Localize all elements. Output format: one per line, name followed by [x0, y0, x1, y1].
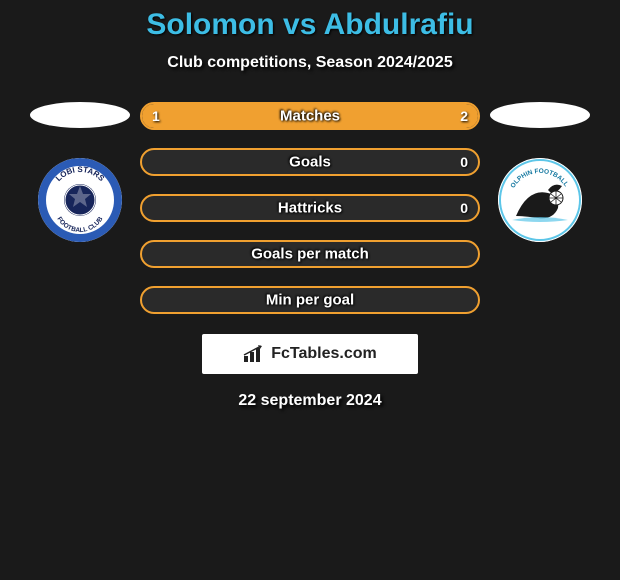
stat-value-right: 0 — [460, 154, 468, 170]
bar-chart-icon — [243, 345, 265, 363]
stat-row-goals-per-match: Goals per match — [140, 240, 480, 268]
page-title: Solomon vs Abdulrafiu — [0, 8, 620, 42]
stat-value-right: 0 — [460, 200, 468, 216]
stat-label: Goals per match — [251, 246, 369, 263]
branding-badge: FcTables.com — [202, 334, 418, 374]
stat-row-min-per-goal: Min per goal — [140, 286, 480, 314]
comparison-card: Solomon vs Abdulrafiu Club competitions,… — [0, 0, 620, 410]
stat-label: Hattricks — [278, 200, 342, 217]
stat-value-right: 2 — [460, 108, 468, 124]
player-left-name-plate — [30, 102, 130, 128]
branding-text: FcTables.com — [271, 345, 377, 363]
stats-bars: 1 Matches 2 Goals 0 Hattricks 0 — [140, 102, 480, 314]
player-right-name-plate — [490, 102, 590, 128]
player-right-column: DOLPHIN FOOTBALL C — [490, 102, 590, 242]
team-logo-left: LOBI STARS FOOTBALL CLUB — [38, 158, 122, 242]
page-subtitle: Club competitions, Season 2024/2025 — [0, 54, 620, 72]
stat-row-hattricks: Hattricks 0 — [140, 194, 480, 222]
stat-row-goals: Goals 0 — [140, 148, 480, 176]
team-logo-right: DOLPHIN FOOTBALL C — [498, 158, 582, 242]
stat-label: Matches — [280, 108, 340, 125]
date-label: 22 september 2024 — [0, 392, 620, 410]
content-row: LOBI STARS FOOTBALL CLUB 1 Matches 2 — [0, 102, 620, 314]
lobi-stars-logo-icon: LOBI STARS FOOTBALL CLUB — [38, 158, 122, 242]
stat-label: Min per goal — [266, 292, 354, 309]
dolphin-fc-logo-icon: DOLPHIN FOOTBALL C — [498, 158, 582, 242]
stat-label: Goals — [289, 154, 331, 171]
stat-value-left: 1 — [152, 108, 160, 124]
stat-row-matches: 1 Matches 2 — [140, 102, 480, 130]
player-left-column: LOBI STARS FOOTBALL CLUB — [30, 102, 130, 242]
